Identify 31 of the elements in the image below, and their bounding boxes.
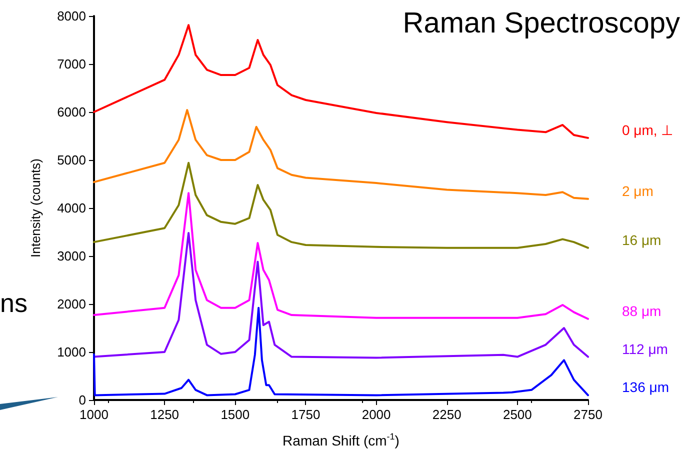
text: 88 μm [622, 302, 662, 319]
line-series [93, 162, 589, 249]
y-tick-label: 7000 [57, 56, 86, 72]
y-tick-label: 2000 [57, 296, 86, 312]
line-series [93, 192, 589, 320]
y-tick-label: 5000 [57, 152, 86, 168]
x-tick-label: 2250 [432, 407, 462, 422]
text: 112 μm [622, 340, 668, 357]
x-tick-label: 1250 [150, 407, 180, 422]
text: 16 μm [622, 232, 662, 248]
x-tick-label: 2750 [574, 407, 602, 422]
y-tick-label: 6000 [57, 104, 86, 120]
line-series [93, 232, 589, 359]
x-tick-label: 1500 [220, 407, 250, 422]
x-tick-label: 1000 [80, 407, 108, 422]
y-axis-title: Intensity (counts) [28, 158, 43, 258]
x-tick-label: 2000 [362, 407, 391, 422]
chart-title: Raman Spectroscopy [402, 8, 680, 40]
text: 0 μm, ⊥ [622, 122, 674, 138]
text: 2 μm [622, 182, 654, 199]
x-tick-label: 2500 [502, 407, 532, 422]
y-tick-label: 4000 [57, 200, 86, 216]
text: ns [0, 288, 28, 318]
y-tick-label: 3000 [57, 248, 86, 264]
x-tick-label: 1750 [291, 407, 320, 422]
y-tick-label: 0 [78, 392, 86, 408]
line-series [93, 306, 589, 396]
text: 136 μm [622, 379, 669, 396]
y-tick-label: 1000 [57, 344, 86, 360]
line-series [93, 109, 589, 200]
y-tick-label: 8000 [57, 8, 86, 24]
